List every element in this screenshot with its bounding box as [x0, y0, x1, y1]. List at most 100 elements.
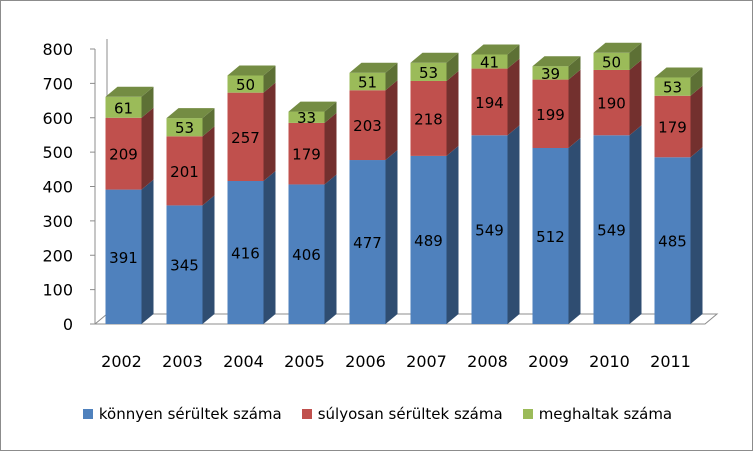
bar-segment — [532, 66, 569, 80]
bar-top — [105, 86, 154, 97]
x-tick-label: 2009 — [528, 352, 569, 371]
bar-segment — [654, 157, 691, 324]
x-tick-label: 2010 — [589, 352, 630, 371]
data-label: 203 — [353, 117, 382, 135]
data-label: 53 — [175, 119, 194, 137]
bar-segment-side — [141, 86, 154, 118]
data-label: 549 — [475, 222, 504, 240]
bar-segment-side — [507, 58, 520, 136]
x-tick-label: 2011 — [650, 352, 691, 371]
bar-segment — [227, 92, 264, 181]
bar-segment-side — [446, 52, 459, 81]
data-label: 477 — [353, 234, 382, 252]
bar-top — [410, 52, 459, 63]
bar-segment — [166, 205, 203, 324]
bar-segment — [593, 69, 630, 136]
y-tick-label: 300 — [42, 212, 73, 231]
bar-segment — [227, 75, 264, 93]
data-label: 50 — [236, 76, 255, 94]
bar-segment-side — [324, 174, 337, 324]
data-label: 209 — [109, 146, 138, 164]
bar-segment — [654, 77, 691, 96]
bar-segment — [227, 181, 264, 324]
y-tick-label: 0 — [63, 315, 73, 334]
bar-segment — [471, 54, 508, 69]
bar-segment — [410, 62, 447, 81]
legend-swatch — [82, 409, 93, 419]
bar-segment — [105, 117, 142, 190]
y-tick-label: 600 — [42, 109, 73, 128]
data-label: 218 — [414, 110, 443, 128]
bar-top — [593, 42, 642, 53]
legend-item: könnyen sérültek száma — [82, 405, 282, 423]
data-label: 201 — [170, 163, 199, 181]
bar-segment-side — [690, 147, 703, 324]
bar-segment-side — [507, 44, 520, 69]
bar-top — [166, 108, 215, 119]
x-tick-label: 2003 — [162, 352, 203, 371]
data-label: 416 — [231, 245, 260, 263]
bar-segment-side — [507, 125, 520, 324]
legend-label: súlyosan sérültek száma — [317, 405, 503, 423]
bar-segment-side — [202, 126, 215, 206]
bar-segment-side — [568, 138, 581, 324]
bar-segment-side — [690, 67, 703, 96]
bar-segment — [166, 118, 203, 137]
data-label: 190 — [597, 95, 626, 113]
data-label: 53 — [419, 64, 438, 82]
x-tick-label: 2007 — [406, 352, 447, 371]
data-label: 345 — [170, 257, 199, 275]
data-label: 41 — [480, 54, 499, 72]
bar-segment-side — [263, 171, 276, 324]
bar-segment-side — [629, 125, 642, 324]
bar-segment-side — [202, 108, 215, 137]
bar-segment — [532, 148, 569, 324]
bar-segment-side — [202, 195, 215, 324]
data-label: 179 — [658, 119, 687, 137]
legend-label: könnyen sérültek száma — [98, 405, 282, 423]
bar-segment — [349, 90, 386, 161]
bar-segment — [105, 189, 142, 324]
data-label: 61 — [114, 99, 133, 117]
bar-segment — [105, 96, 142, 118]
bar-segment — [654, 95, 691, 158]
data-label: 549 — [597, 222, 626, 240]
data-label: 199 — [536, 106, 565, 124]
legend-item: súlyosan sérültek száma — [301, 405, 503, 423]
y-tick-label: 800 — [42, 40, 73, 59]
data-label: 489 — [414, 232, 443, 250]
legend-label: meghaltak száma — [538, 405, 673, 423]
bar-top — [471, 44, 520, 55]
bar-segment-side — [324, 101, 337, 123]
bar-top — [288, 101, 337, 112]
bar-segment-side — [385, 62, 398, 91]
data-label: 33 — [297, 109, 316, 127]
data-label: 257 — [231, 129, 260, 147]
bar-segment — [410, 155, 447, 324]
data-label: 51 — [358, 73, 377, 91]
bar-segment — [410, 80, 447, 156]
bar-segment — [288, 111, 325, 123]
data-label: 512 — [536, 228, 565, 246]
bar-segment-side — [568, 56, 581, 80]
x-tick-label: 2005 — [284, 352, 325, 371]
bar-segment-side — [629, 59, 642, 136]
bar-top — [227, 65, 276, 76]
bar-segment — [593, 52, 630, 70]
data-label: 391 — [109, 249, 138, 267]
bar-segment-side — [263, 65, 276, 93]
legend-swatch — [301, 409, 312, 419]
bar-segment-side — [141, 107, 154, 190]
bar-segment-side — [263, 82, 276, 181]
legend-item: meghaltak száma — [522, 405, 673, 423]
bar-segment-side — [446, 145, 459, 324]
bar-segment-side — [385, 150, 398, 324]
bar-top — [349, 62, 398, 73]
data-label: 485 — [658, 233, 687, 251]
legend-swatch — [522, 409, 533, 419]
y-tick-label: 100 — [42, 281, 73, 300]
bar-segment — [166, 136, 203, 206]
x-tick-label: 2004 — [223, 352, 264, 371]
bar-segment-side — [629, 42, 642, 70]
